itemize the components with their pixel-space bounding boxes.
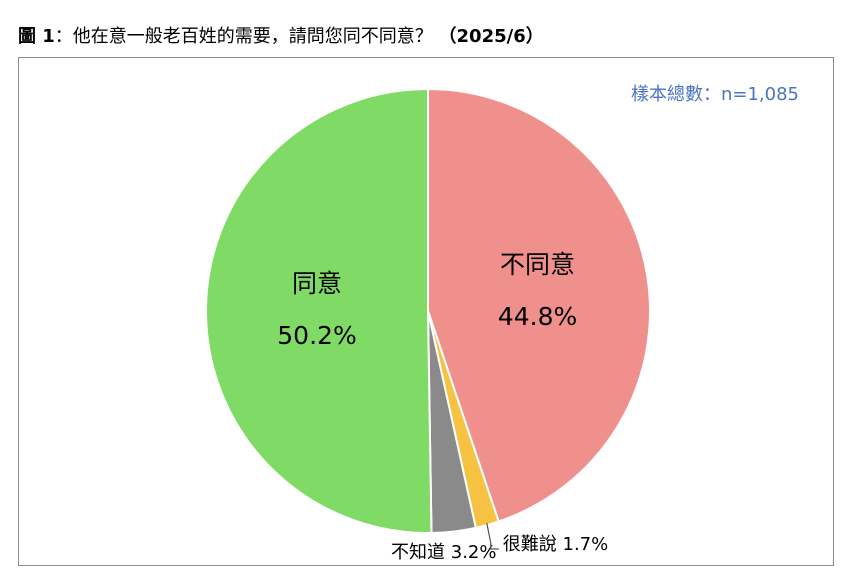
figure-number: 圖 1 xyxy=(18,26,55,47)
chart-frame: 樣本總數：n=1,085 xyxy=(18,57,834,566)
slice-label-3: 同意 xyxy=(292,269,342,298)
title-separator: ： xyxy=(54,26,73,47)
slice-value-0: 44.8% xyxy=(498,302,577,331)
slice-label-2: 不知道 3.2% xyxy=(391,542,496,563)
leader-line-1 xyxy=(486,522,499,550)
pie-slice-3 xyxy=(205,88,433,534)
title-question: 他在意一般老百姓的需要，請問您同不同意？ xyxy=(72,26,433,47)
title-date: （2025/6） xyxy=(438,26,544,47)
slice-label-1: 很難說 1.7% xyxy=(503,534,608,555)
chart-title: 圖 1：他在意一般老百姓的需要，請問您同不同意？ （2025/6） xyxy=(18,22,544,48)
pie-slice-0 xyxy=(427,88,651,523)
slice-value-3: 50.2% xyxy=(277,321,356,350)
sample-size-label: 樣本總數：n=1,085 xyxy=(630,84,799,105)
slice-label-0: 不同意 xyxy=(500,250,575,279)
